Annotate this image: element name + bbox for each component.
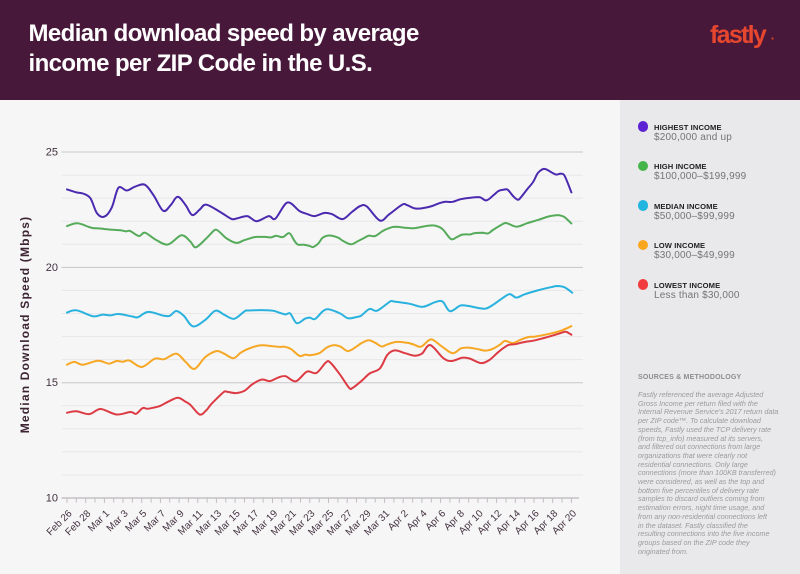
svg-text:10: 10	[46, 493, 58, 505]
svg-text:15: 15	[46, 377, 58, 389]
svg-text:Apr 4: Apr 4	[405, 508, 430, 533]
svg-text:25: 25	[46, 147, 58, 159]
svg-text:20: 20	[46, 262, 58, 274]
svg-text:fastly: fastly	[710, 21, 767, 49]
svg-text:Median Download Speed (Mbps): Median Download Speed (Mbps)	[18, 216, 32, 434]
svg-text:Apr 6: Apr 6	[424, 508, 449, 533]
svg-text:Apr 2: Apr 2	[386, 508, 411, 533]
